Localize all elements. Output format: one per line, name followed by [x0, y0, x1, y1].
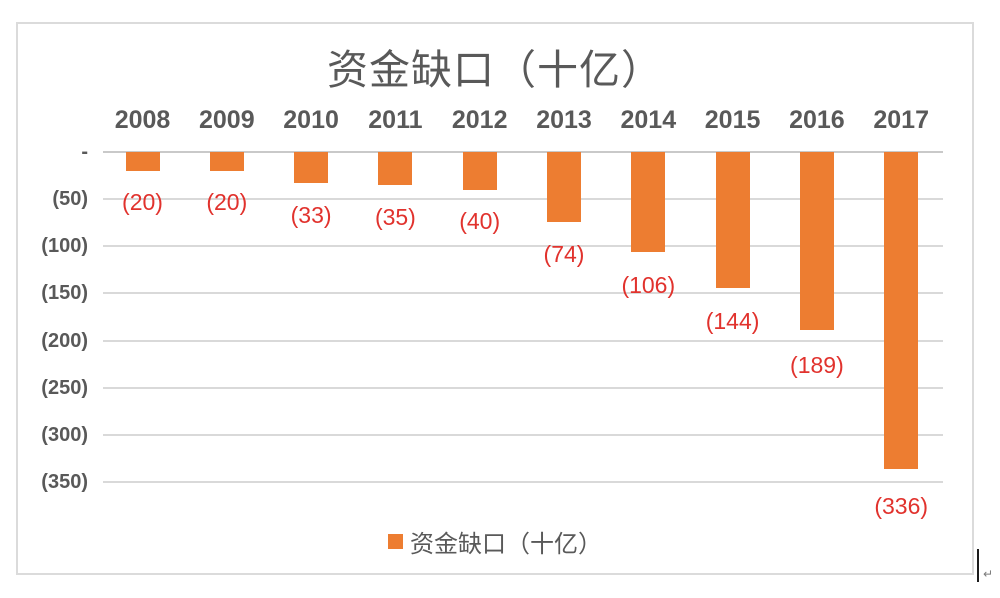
bar-value-label: (40) — [459, 208, 501, 235]
chart-title: 资金缺口（十亿） — [327, 47, 663, 93]
bar-value-label: (20) — [206, 189, 248, 216]
x-axis-category-label: 2009 — [198, 106, 255, 134]
bar[interactable] — [209, 152, 244, 171]
bar[interactable] — [884, 152, 919, 469]
x-axis-category-label: 2015 — [704, 106, 761, 134]
y-axis-tick-label: (50) — [52, 188, 88, 211]
bar[interactable] — [294, 152, 329, 184]
legend-label: 资金缺口（十亿） — [410, 531, 602, 558]
gridline — [103, 292, 943, 295]
bar[interactable] — [378, 152, 413, 185]
chart-frame[interactable]: 资金缺口（十亿） - (50) (100) (150) (200) (250) (300) (… — [16, 22, 974, 575]
bar-value-label: (20) — [122, 189, 163, 216]
gridline — [103, 339, 943, 342]
gridline — [103, 386, 943, 389]
bar[interactable] — [715, 152, 750, 288]
bar[interactable] — [462, 152, 497, 190]
gridline — [103, 245, 943, 248]
gridline — [103, 433, 943, 436]
bar[interactable] — [547, 152, 581, 222]
bar[interactable] — [799, 152, 834, 331]
x-axis-category-label: 2016 — [789, 106, 845, 134]
gridline — [103, 198, 943, 201]
bar[interactable] — [125, 152, 160, 171]
bar-value-label: (336) — [874, 493, 929, 520]
bar-value-label: (74) — [543, 241, 585, 268]
bar-value-label: (144) — [705, 308, 760, 335]
text-cursor[interactable] — [977, 549, 979, 582]
x-axis-category-label: 2017 — [873, 106, 929, 134]
bar-value-label: (35) — [374, 203, 416, 230]
zero-axis-line — [103, 151, 943, 153]
y-axis-tick-label: (150) — [41, 282, 88, 305]
legend: 资金缺口（十亿） — [18, 524, 972, 559]
y-axis-tick-label: - — [81, 141, 88, 163]
y-axis-tick-label: (200) — [41, 329, 88, 352]
y-axis-tick-label: (100) — [41, 235, 88, 258]
y-axis-tick-label: (300) — [41, 423, 88, 446]
bar[interactable] — [631, 152, 666, 252]
bar-value-label: (106) — [621, 271, 676, 298]
gridline — [103, 481, 943, 483]
x-axis-category-label: 2013 — [536, 106, 592, 134]
legend-swatch — [388, 534, 403, 549]
stray-mark: ↵ — [983, 567, 994, 581]
bar-value-label: (189) — [790, 351, 844, 378]
x-axis-category-label: 2011 — [368, 106, 423, 134]
x-axis-category-label: 2012 — [451, 106, 508, 134]
x-axis-category-label: 2014 — [620, 106, 677, 134]
y-axis-tick-label: (250) — [41, 376, 88, 399]
x-axis-category-label: 2010 — [283, 106, 339, 134]
y-axis-tick-label: (350) — [41, 471, 88, 493]
x-axis-category-label: 2008 — [114, 106, 171, 134]
plot-area: - (50) (100) (150) (200) (250) (300) (350) 2008 (… — [18, 24, 972, 573]
bar-value-label: (33) — [290, 201, 332, 228]
